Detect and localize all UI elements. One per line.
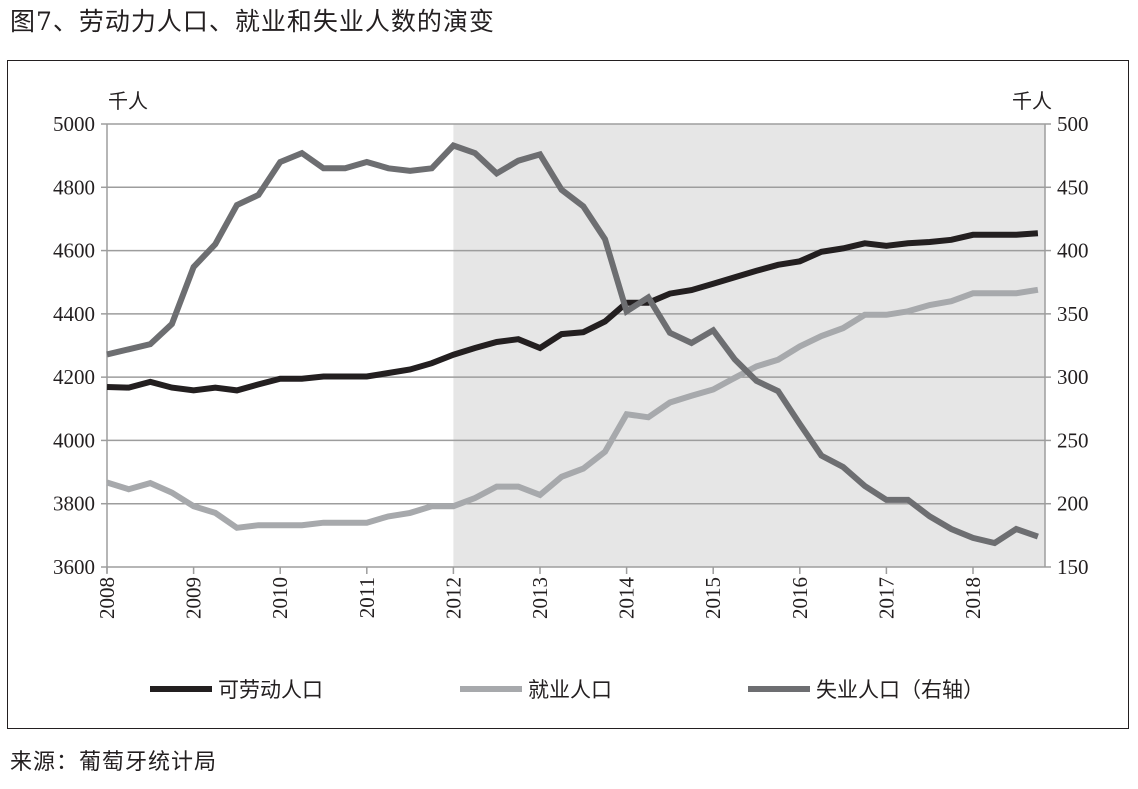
left-tick-label: 4600 (53, 239, 95, 263)
left-tick-label: 4800 (53, 175, 95, 199)
left-tick-label: 3600 (53, 555, 95, 579)
right-tick-label: 300 (1057, 365, 1089, 389)
series-line-2 (106, 286, 1039, 531)
x-tick-label: 2011 (355, 577, 379, 618)
figure-title: 图7、劳动力人口、就业和失业人数的演变 (10, 7, 495, 36)
left-tick-label: 4400 (53, 302, 95, 326)
x-tick-label: 2010 (268, 577, 292, 619)
x-tick-label: 2015 (701, 577, 725, 619)
series-line-1 (106, 230, 1039, 394)
shaded-period (453, 124, 1045, 567)
x-tick-label: 2012 (441, 577, 465, 619)
left-tick-label: 4200 (53, 365, 95, 389)
right-axis-unit: 千人 (1012, 89, 1052, 113)
right-tick-label: 350 (1057, 302, 1089, 326)
x-tick-label: 2016 (788, 577, 812, 619)
x-tick-label: 2018 (961, 577, 985, 619)
left-axis-unit: 千人 (108, 89, 148, 113)
left-tick-label: 4000 (53, 428, 95, 452)
x-tick-label: 2008 (95, 577, 119, 619)
right-tick-label: 450 (1057, 175, 1089, 199)
series-line-3 (106, 142, 1039, 547)
left-tick-label: 3800 (53, 492, 95, 516)
chart-frame (7, 60, 1129, 729)
x-tick-label: 2017 (874, 577, 898, 619)
right-tick-label: 500 (1057, 112, 1089, 136)
x-tick-label: 2014 (615, 577, 639, 620)
legend-label-1: 可劳动人口 (218, 678, 323, 702)
right-tick-label: 250 (1057, 428, 1089, 452)
legend-label-2: 就业人口 (528, 678, 612, 702)
legend-label-3: 失业人口（右轴） (816, 678, 984, 702)
left-tick-label: 5000 (53, 112, 95, 136)
x-tick-label: 2013 (528, 577, 552, 619)
right-tick-label: 200 (1057, 492, 1089, 516)
right-tick-label: 400 (1057, 239, 1089, 263)
x-tick-label: 2009 (182, 577, 206, 619)
source-note: 来源：葡萄牙统计局 (10, 750, 218, 775)
right-tick-label: 150 (1057, 555, 1089, 579)
